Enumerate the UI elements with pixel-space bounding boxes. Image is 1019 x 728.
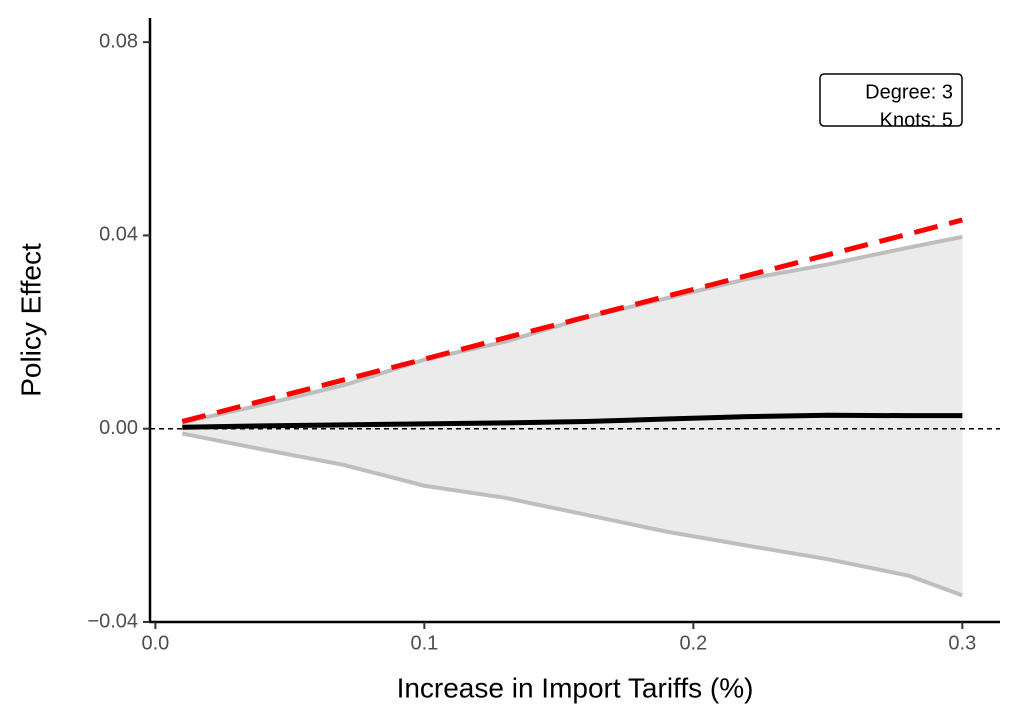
- x-tick-label: 0.0: [141, 632, 169, 654]
- y-tick-label: 0.00: [99, 417, 138, 439]
- y-tick-label: −0.04: [87, 610, 138, 632]
- estimate-line: [182, 412, 963, 430]
- annotation-box: [819, 73, 963, 127]
- x-axis-title: Increase in Import Tariffs (%): [397, 672, 754, 703]
- y-tick-label: 0.04: [99, 224, 138, 246]
- band-edge: [181, 431, 964, 598]
- dashed-line: [181, 217, 963, 424]
- x-tick-label: 0.2: [679, 632, 707, 654]
- confidence-band: [182, 236, 963, 596]
- y-axis-title: Policy Effect: [15, 243, 46, 397]
- x-tick-label: 0.1: [410, 632, 438, 654]
- annotation: Knots: 5: [880, 109, 953, 131]
- annotation: Degree: 3: [865, 81, 953, 103]
- x-tick-label: 0.3: [948, 632, 976, 654]
- y-tick-label: 0.08: [99, 30, 138, 52]
